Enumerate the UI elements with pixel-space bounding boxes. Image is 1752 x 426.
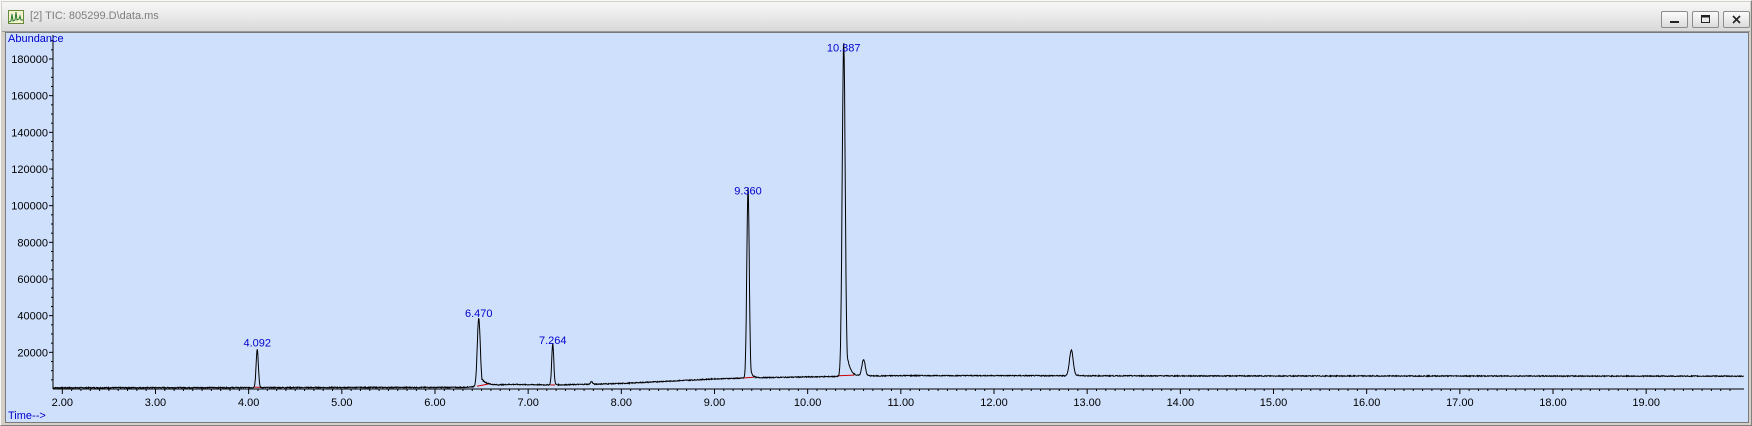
restore-icon — [1701, 15, 1710, 23]
x-axis-label: Time--> — [8, 410, 46, 422]
x-tick-label: 15.00 — [1260, 397, 1288, 409]
window-title: [2] TIC: 805299.D\data.ms — [30, 10, 159, 22]
x-tick-label: 9.00 — [704, 397, 725, 409]
peak-retention-time-label: 10.387 — [827, 42, 861, 54]
x-tick-label: 18.00 — [1539, 397, 1567, 409]
x-tick-label: 10.00 — [794, 397, 822, 409]
y-tick-label: 100000 — [11, 201, 48, 213]
tic-trace-line — [52, 43, 1744, 390]
chromatogram-app-icon — [8, 10, 24, 24]
x-tick-label: 17.00 — [1446, 397, 1474, 409]
x-tick-label: 16.00 — [1353, 397, 1381, 409]
peak-retention-time-label: 4.092 — [243, 338, 271, 350]
title-bar[interactable]: [2] TIC: 805299.D\data.ms — [2, 2, 1750, 32]
x-tick-label: 8.00 — [611, 397, 632, 409]
y-tick-label: 80000 — [17, 237, 48, 249]
x-tick-label: 13.00 — [1073, 397, 1101, 409]
x-tick-label: 6.00 — [424, 397, 445, 409]
close-icon — [1732, 15, 1741, 24]
x-tick-label: 12.00 — [980, 397, 1008, 409]
x-tick-label: 14.00 — [1167, 397, 1195, 409]
peak-retention-time-label: 7.264 — [539, 335, 567, 347]
peak-labels: 4.092 6.470 7.264 9.360 10.387 — [243, 42, 860, 349]
x-tick-label: 2.00 — [52, 397, 73, 409]
chromatogram-chart[interactable]: 20000 40000 60000 80000 100000 120000 140000 16… — [6, 33, 1748, 422]
y-tick-label: 60000 — [17, 274, 48, 286]
close-button[interactable] — [1723, 11, 1750, 28]
x-tick-label: 5.00 — [331, 397, 352, 409]
x-tick-label: 11.00 — [887, 397, 914, 409]
x-tick-label: 19.00 — [1632, 397, 1660, 409]
peak-retention-time-label: 9.360 — [734, 185, 762, 197]
minimize-button[interactable] — [1661, 11, 1688, 28]
y-axis-label: Abundance — [8, 33, 64, 45]
x-tick-label: 3.00 — [145, 397, 166, 409]
minimize-icon — [1670, 21, 1679, 23]
chromatogram-plot-area[interactable]: 20000 40000 60000 80000 100000 120000 140000 16… — [5, 32, 1749, 423]
y-tick-label: 160000 — [11, 91, 48, 103]
y-tick-label: 180000 — [11, 54, 48, 66]
x-tick-label: 4.00 — [238, 397, 259, 409]
y-tick-label: 120000 — [11, 164, 48, 176]
axes: 20000 40000 60000 80000 100000 120000 140000 16… — [11, 35, 1744, 409]
integration-baseline-segment — [838, 374, 855, 377]
restore-button[interactable] — [1692, 11, 1719, 28]
y-tick-label: 20000 — [17, 347, 48, 359]
y-tick-label: 140000 — [11, 127, 48, 139]
y-tick-label: 40000 — [17, 311, 48, 323]
x-tick-label: 7.00 — [517, 397, 538, 409]
peak-retention-time-label: 6.470 — [465, 308, 493, 320]
